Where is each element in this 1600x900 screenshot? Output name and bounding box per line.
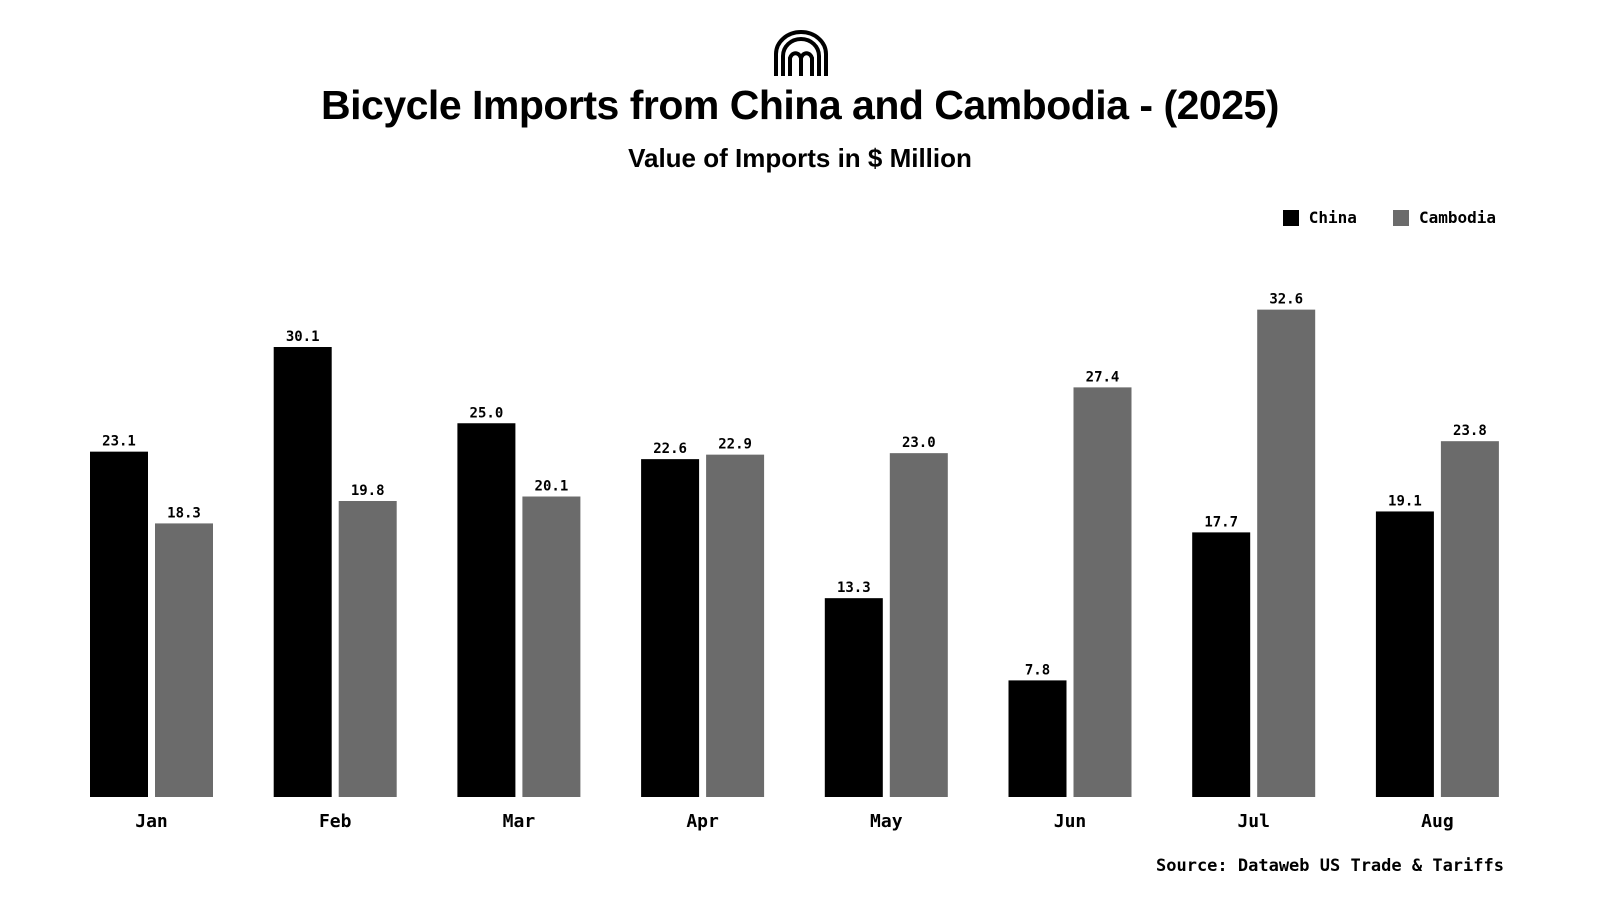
data-label-cambodia-jun: 27.4 bbox=[1086, 369, 1120, 385]
bar-china-jun bbox=[1008, 680, 1067, 797]
bar-cambodia-may bbox=[889, 453, 948, 797]
x-tick-label-mar: Mar bbox=[503, 811, 536, 832]
bar-cambodia-apr bbox=[706, 454, 765, 797]
data-label-cambodia-jul: 32.6 bbox=[1269, 292, 1303, 308]
data-label-cambodia-may: 23.0 bbox=[902, 435, 936, 451]
data-label-cambodia-mar: 20.1 bbox=[535, 479, 569, 495]
bar-china-jan bbox=[90, 451, 148, 797]
legend-item-cambodia: Cambodia bbox=[1392, 208, 1496, 227]
legend: China Cambodia bbox=[1247, 208, 1496, 227]
data-label-cambodia-aug: 23.8 bbox=[1453, 423, 1487, 439]
data-label-china-jul: 17.7 bbox=[1204, 514, 1238, 530]
bar-china-may bbox=[824, 598, 883, 797]
legend-label-china: China bbox=[1308, 208, 1357, 227]
bar-china-mar bbox=[457, 423, 516, 797]
x-tick-label-aug: Aug bbox=[1421, 811, 1454, 832]
bar-cambodia-jun bbox=[1073, 387, 1132, 797]
data-label-china-feb: 30.1 bbox=[286, 329, 320, 345]
legend-label-cambodia: Cambodia bbox=[1418, 208, 1496, 227]
data-label-china-may: 13.3 bbox=[837, 580, 871, 596]
data-label-china-aug: 19.1 bbox=[1388, 493, 1422, 509]
data-label-china-mar: 25.0 bbox=[470, 405, 504, 421]
data-label-china-apr: 22.6 bbox=[653, 441, 687, 457]
x-tick-label-jun: Jun bbox=[1054, 811, 1087, 832]
bar-cambodia-jul bbox=[1257, 309, 1316, 797]
bar-china-aug bbox=[1375, 511, 1434, 797]
bar-cambodia-feb bbox=[338, 500, 397, 797]
chart-subtitle: Value of Imports in $ Million bbox=[628, 143, 972, 173]
bar-cambodia-jan bbox=[155, 523, 213, 797]
bar-china-jul bbox=[1192, 532, 1251, 797]
data-label-china-jan: 23.1 bbox=[102, 434, 136, 450]
data-label-china-jun: 7.8 bbox=[1025, 662, 1050, 678]
arches-logo-icon bbox=[774, 30, 828, 76]
x-tick-label-jul: Jul bbox=[1237, 811, 1270, 832]
x-tick-label-feb: Feb bbox=[319, 811, 352, 832]
x-tick-label-apr: Apr bbox=[686, 811, 719, 832]
legend-item-china: China bbox=[1282, 208, 1357, 227]
bar-cambodia-aug bbox=[1440, 441, 1499, 797]
bar-china-feb bbox=[273, 347, 332, 797]
source-note: Source: Dataweb US Trade & Tariffs bbox=[1156, 856, 1504, 876]
chart-title: Bicycle Imports from China and Cambodia … bbox=[321, 82, 1279, 128]
x-tick-label-jan: Jan bbox=[135, 811, 168, 832]
data-label-cambodia-feb: 19.8 bbox=[351, 483, 385, 499]
data-label-cambodia-apr: 22.9 bbox=[718, 437, 752, 453]
legend-swatch-cambodia bbox=[1392, 209, 1409, 226]
legend-swatch-china bbox=[1282, 209, 1299, 226]
bar-china-apr bbox=[641, 459, 700, 797]
data-label-cambodia-jan: 18.3 bbox=[167, 505, 201, 521]
x-tick-label-may: May bbox=[870, 811, 903, 832]
bar-cambodia-mar bbox=[522, 496, 581, 797]
